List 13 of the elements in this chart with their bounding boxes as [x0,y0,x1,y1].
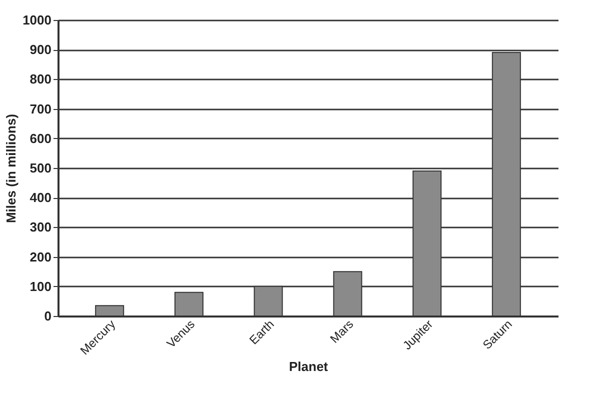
y-tick-label: 300 [30,220,52,235]
x-axis-title: Planet [288,358,329,374]
y-tick-label: 600 [30,130,52,146]
y-tick-label: 400 [30,190,52,206]
y-tick-label: 1000 [22,12,52,28]
y-tick-label: 800 [30,72,52,87]
y-tick-label: 0 [44,308,52,324]
y-axis-title: Miles (in millions) [4,114,19,224]
y-tick-label: 700 [30,101,52,116]
y-tick-label: 200 [30,249,52,264]
y-tick-label: 900 [30,42,52,58]
y-tick-label: 500 [30,160,52,176]
y-tick-label: 100 [30,278,52,294]
